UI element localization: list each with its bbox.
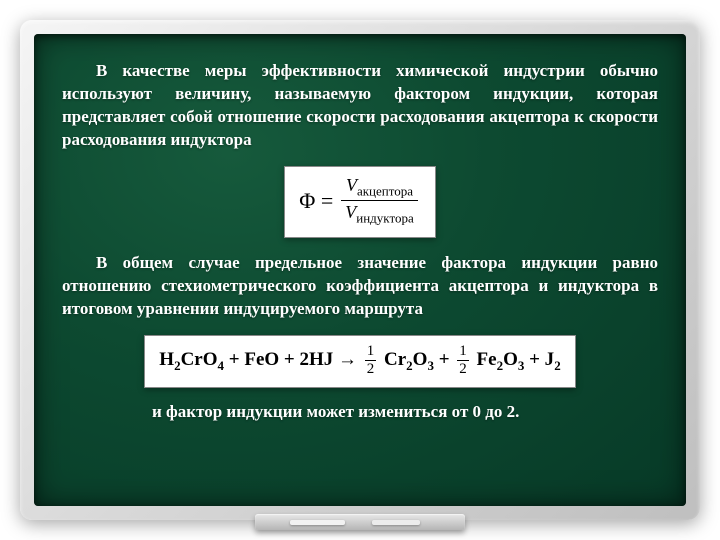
formula-fraction: Vакцептора Vиндуктора bbox=[341, 175, 417, 227]
paragraph-2: В общем случае предельное значение факто… bbox=[62, 252, 658, 321]
closing-line: и фактор индукции может измениться от 0 … bbox=[62, 402, 658, 422]
formula-num-sub: акцептора bbox=[357, 183, 413, 198]
formula-den-var: V bbox=[345, 202, 356, 222]
coeff-frac-1: 1 2 bbox=[365, 344, 377, 377]
chalk-tray bbox=[255, 514, 465, 530]
coeff-frac-2: 1 2 bbox=[457, 344, 469, 377]
formula-den-sub: индуктора bbox=[356, 211, 413, 226]
induction-factor-formula: Φ = Vакцептора Vиндуктора bbox=[284, 166, 435, 238]
chalkboard: В качестве меры эффективности химической… bbox=[20, 20, 700, 520]
board-frame: В качестве меры эффективности химической… bbox=[20, 20, 700, 520]
formula-row: Φ = Vакцептора Vиндуктора bbox=[62, 166, 658, 238]
equation-row: H2CrO4 + FeO + 2HJ → 1 2 Cr2O3 + 1 2 Fe2… bbox=[62, 335, 658, 388]
paragraph-1: В качестве меры эффективности химической… bbox=[62, 60, 658, 152]
board-surface: В качестве меры эффективности химической… bbox=[34, 34, 686, 506]
formula-lhs: Φ = bbox=[299, 188, 333, 213]
reaction-equation: H2CrO4 + FeO + 2HJ → 1 2 Cr2O3 + 1 2 Fe2… bbox=[144, 335, 575, 388]
formula-num-var: V bbox=[346, 175, 357, 195]
